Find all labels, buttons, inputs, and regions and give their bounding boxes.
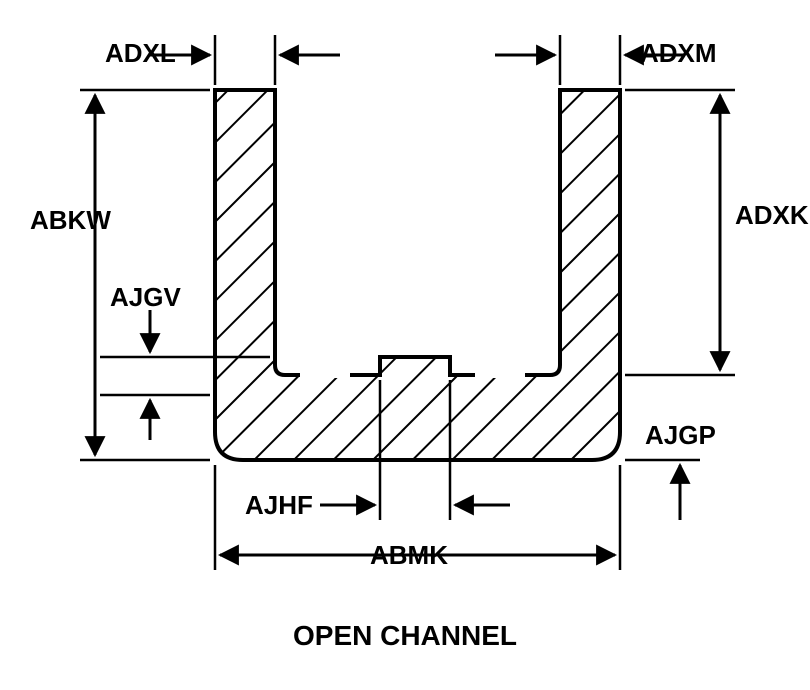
diagram-svg: [0, 0, 810, 690]
label-adxm: ADXM: [640, 38, 717, 69]
label-adxl: ADXL: [105, 38, 176, 69]
label-ajgp: AJGP: [645, 420, 716, 451]
label-abkw: ABKW: [30, 205, 111, 236]
label-ajgv: AJGV: [110, 282, 181, 313]
diagram-stage: ADXL ADXM ABKW ADXK AJGV AJGP AJHF ABMK …: [0, 0, 810, 690]
channel-outline: [215, 90, 620, 460]
label-adxk: ADXK: [735, 200, 809, 231]
label-ajhf: AJHF: [245, 490, 313, 521]
label-abmk: ABMK: [370, 540, 448, 571]
diagram-title: OPEN CHANNEL: [0, 620, 810, 652]
